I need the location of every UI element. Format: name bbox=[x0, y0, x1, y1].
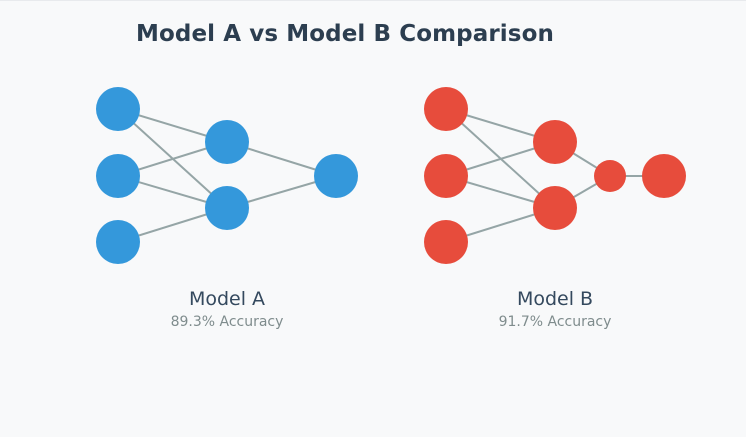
output-node bbox=[642, 154, 686, 198]
model-b-accuracy: 91.7% Accuracy bbox=[498, 314, 612, 330]
input-node bbox=[96, 154, 140, 198]
hidden-node bbox=[205, 186, 249, 230]
bottleneck-node bbox=[594, 160, 626, 192]
model-b-label: Model B bbox=[516, 288, 594, 310]
input-node bbox=[96, 87, 140, 131]
input-node bbox=[424, 220, 468, 264]
output-node bbox=[314, 154, 358, 198]
input-node bbox=[424, 154, 468, 198]
hidden-node bbox=[205, 120, 249, 164]
model-a-nodes bbox=[96, 87, 358, 264]
hidden-node bbox=[533, 186, 577, 230]
page-title: Model A vs Model B Comparison bbox=[136, 21, 554, 47]
model-a-label: Model A bbox=[188, 288, 266, 310]
model-b-nodes bbox=[424, 87, 686, 264]
model-a-accuracy: 89.3% Accuracy bbox=[170, 314, 284, 330]
input-node bbox=[96, 220, 140, 264]
input-node bbox=[424, 87, 468, 131]
hidden-node bbox=[533, 120, 577, 164]
